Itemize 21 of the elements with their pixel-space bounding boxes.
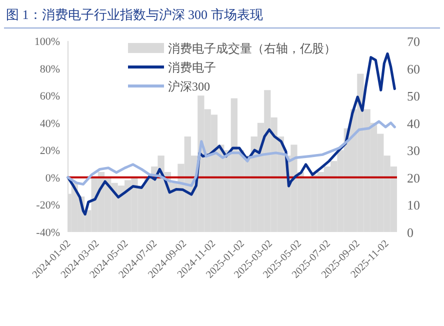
y2-tick-label: 50 [407, 88, 420, 104]
chart-title: 图 1：消费电子行业指数与沪深 300 市场表现 [6, 7, 263, 22]
y-tick-label: 40% [40, 118, 60, 130]
line-series [66, 120, 396, 187]
y-tick-label: 80% [40, 63, 60, 76]
y2-tick-label: 70 [407, 34, 420, 49]
y2-tick-label: 30 [407, 143, 420, 158]
y-tick-label: 0% [45, 172, 60, 184]
y2-tick-label: 20 [407, 170, 420, 186]
y-tick-label: -20% [36, 200, 60, 212]
y-tick-label: 60% [40, 90, 60, 103]
y2-tick-label: 10 [407, 198, 420, 213]
y2-tick-label: 40 [407, 116, 420, 131]
y-tick-label: 100% [34, 36, 60, 48]
y-tick-label: 20% [40, 145, 60, 158]
y2-tick-label: 60 [407, 61, 420, 76]
legend-label: 沪深300 [168, 80, 210, 94]
legend-label: 消费电子成交量（右轴，亿股） [168, 42, 336, 56]
y-tick-label: -40% [36, 227, 60, 239]
y2-tick-label: 0 [407, 225, 414, 240]
legend-label: 消费电子 [168, 60, 216, 74]
